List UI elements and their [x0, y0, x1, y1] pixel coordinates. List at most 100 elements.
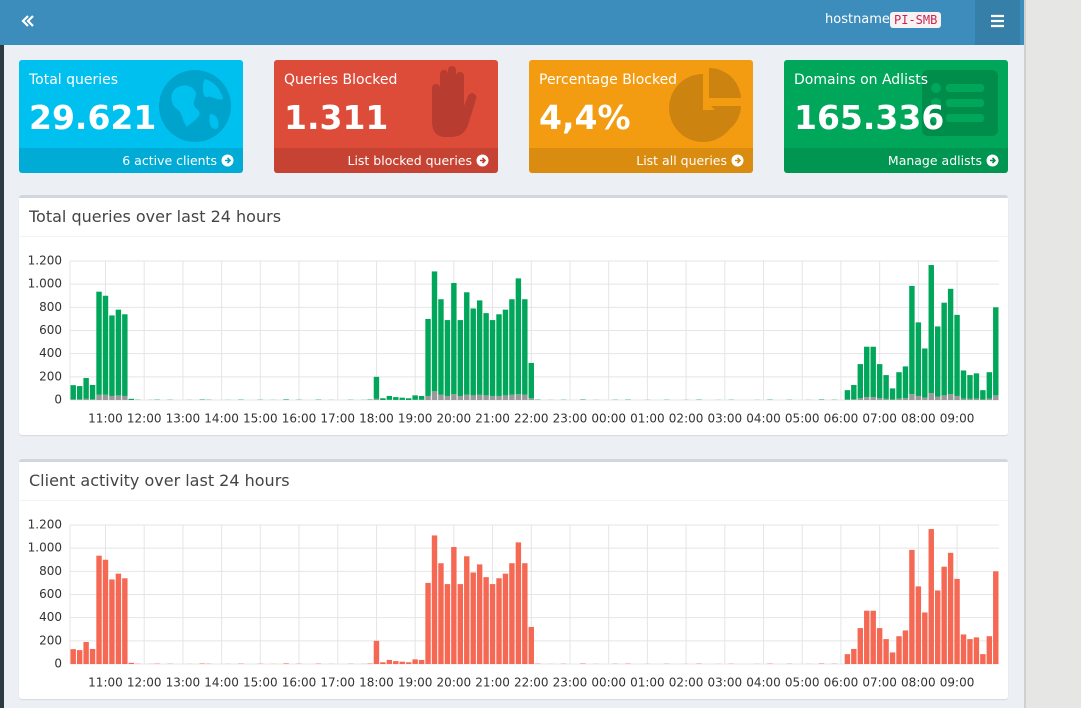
- bar: [515, 542, 522, 664]
- bar: [425, 582, 431, 664]
- bar: [857, 398, 864, 400]
- bar: [915, 395, 922, 400]
- y-tick-label: 0: [54, 393, 62, 407]
- bar: [928, 529, 934, 664]
- bar: [973, 398, 980, 400]
- x-tick-label: 21:00: [475, 412, 510, 426]
- bar: [122, 314, 128, 396]
- bar: [464, 292, 470, 395]
- hand-icon: [432, 66, 477, 137]
- bar: [399, 661, 405, 664]
- arrow-icon: [476, 154, 489, 167]
- bar: [870, 610, 876, 664]
- x-tick-label: 19:00: [398, 412, 433, 426]
- x-tick-label: 02:00: [669, 412, 704, 426]
- bar: [967, 398, 973, 400]
- y-tick-label: 400: [39, 346, 62, 360]
- bar: [928, 393, 934, 400]
- stat-link[interactable]: 6 active clients: [19, 148, 243, 173]
- bar: [283, 399, 289, 400]
- bar: [528, 362, 534, 399]
- y-tick-label: 1.000: [28, 277, 62, 291]
- bar: [451, 394, 457, 400]
- stat-box: Percentage Blocked 4,4% List all queries: [529, 60, 753, 173]
- x-tick-label: 21:00: [475, 676, 510, 690]
- bar: [889, 652, 896, 664]
- bar: [431, 535, 438, 664]
- bar: [496, 314, 502, 396]
- bar: [405, 662, 412, 664]
- bar: [128, 662, 134, 664]
- bar: [967, 639, 973, 664]
- bar: [941, 302, 947, 396]
- bar: [502, 395, 509, 400]
- bar: [457, 584, 464, 664]
- stat-value: 165.336: [794, 98, 945, 137]
- bar: [102, 559, 109, 664]
- chart: 0 200 400 600 800 1.000 1.200 11:00 12:00 13:00 14…: [28, 518, 999, 690]
- x-tick-label: 09:00: [940, 676, 975, 690]
- chart-title: Client activity over last 24 hours: [29, 471, 290, 490]
- bar: [896, 372, 902, 399]
- x-tick-label: 22:00: [514, 412, 549, 426]
- bar: [896, 398, 902, 400]
- bar: [857, 628, 864, 664]
- bar: [70, 649, 76, 664]
- bar: [483, 313, 489, 396]
- bar: [876, 398, 883, 400]
- x-tick-label: 17:00: [320, 412, 355, 426]
- bar: [444, 395, 451, 400]
- chart: 0 200 400 600 800 1.000 1.200 11:00 12:00 13:00 14…: [28, 254, 999, 426]
- bar: [386, 395, 393, 400]
- bar: [889, 388, 896, 400]
- bar: [935, 590, 941, 664]
- bar: [973, 637, 980, 664]
- stat-link[interactable]: List all queries: [529, 148, 753, 173]
- bar: [844, 654, 851, 664]
- bar: [109, 579, 115, 664]
- x-tick-label: 03:00: [708, 676, 743, 690]
- bar: [115, 573, 122, 664]
- x-tick-label: 06:00: [824, 676, 859, 690]
- background: [1024, 0, 1081, 708]
- bar: [438, 394, 444, 400]
- bar: [870, 397, 876, 400]
- x-tick-label: 07:00: [862, 412, 897, 426]
- x-tick-label: 04:00: [746, 412, 781, 426]
- bar: [425, 395, 431, 400]
- bar: [857, 364, 864, 399]
- bar: [283, 663, 289, 664]
- sidebar-toggle[interactable]: [20, 14, 36, 28]
- bar: [464, 394, 470, 400]
- x-tick-label: 22:00: [514, 676, 549, 690]
- bar: [444, 320, 451, 396]
- bar: [993, 395, 999, 400]
- chart-panel: Client activity over last 24 hours 0 200 4…: [19, 459, 1008, 699]
- bar: [947, 288, 954, 395]
- bar: [928, 265, 934, 394]
- stat-link[interactable]: List blocked queries: [274, 148, 498, 173]
- bar: [864, 346, 870, 398]
- bar: [883, 639, 889, 664]
- bar: [373, 376, 380, 399]
- bar: [393, 397, 399, 400]
- x-tick-label: 00:00: [591, 412, 626, 426]
- bar: [457, 320, 464, 396]
- x-tick-label: 18:00: [359, 412, 394, 426]
- bar: [70, 385, 76, 400]
- menu-button[interactable]: [975, 0, 1020, 45]
- x-tick-label: 20:00: [437, 412, 472, 426]
- x-tick-label: 01:00: [630, 676, 665, 690]
- bar: [941, 566, 947, 664]
- bar: [509, 563, 515, 664]
- x-tick-label: 05:00: [785, 676, 820, 690]
- bar: [883, 375, 889, 399]
- bar: [89, 648, 96, 664]
- stat-link[interactable]: Manage adlists: [784, 148, 1008, 173]
- stat-box: Total queries 29.621 6 active clients: [19, 60, 243, 173]
- bar: [941, 395, 947, 400]
- bar: [960, 370, 967, 399]
- top-bar: hostname: PI-SMB: [0, 0, 1024, 45]
- bar: [915, 322, 922, 396]
